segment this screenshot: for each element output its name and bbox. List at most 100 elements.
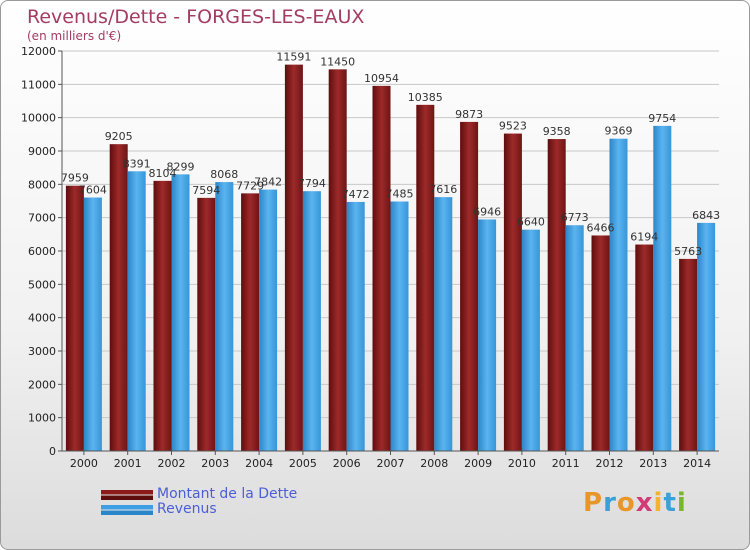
bar-dette <box>153 180 172 451</box>
bar-revenus <box>302 191 321 451</box>
chart-title: Revenus/Dette - FORGES-LES-EAUX <box>27 6 365 28</box>
data-label-dette: 6466 <box>587 221 615 234</box>
data-label-dette: 10385 <box>408 91 443 104</box>
x-tick-label: 2002 <box>158 457 186 470</box>
y-tick-label: 1000 <box>28 412 56 425</box>
data-label-revenus: 8391 <box>123 157 151 170</box>
x-tick-label: 2011 <box>552 457 580 470</box>
x-tick-label: 2003 <box>201 457 229 470</box>
legend: Montant de la Dette Revenus <box>101 487 297 517</box>
x-tick-label: 2001 <box>114 457 142 470</box>
data-label-dette: 8104 <box>149 167 177 180</box>
y-tick-label: 7000 <box>28 212 56 225</box>
logo-letter: t <box>663 488 677 518</box>
data-label-revenus: 7604 <box>79 184 107 197</box>
x-tick-label: 2010 <box>508 457 536 470</box>
data-label-revenus: 8299 <box>167 160 195 173</box>
logo-letter: i <box>653 488 664 518</box>
bar-revenus <box>653 125 672 451</box>
legend-item-revenus: Revenus <box>101 502 297 517</box>
bar-revenus <box>171 174 190 451</box>
data-label-dette: 9358 <box>543 125 571 138</box>
y-tick-label: 11000 <box>21 78 56 91</box>
bar-dette <box>503 133 522 452</box>
y-tick-label: 6000 <box>28 245 56 258</box>
bars-layer <box>65 64 716 452</box>
proxiti-logo: Proxiti <box>583 488 687 518</box>
logo-letter: o <box>616 488 636 518</box>
bar-dette <box>679 258 698 451</box>
bar-dette <box>65 185 84 451</box>
x-tick-label: 2013 <box>639 457 667 470</box>
bar-dette <box>372 85 391 451</box>
data-label-dette: 9873 <box>455 108 483 121</box>
bar-dette <box>416 104 435 451</box>
x-tick-label: 2005 <box>289 457 317 470</box>
x-tick-label: 2008 <box>420 457 448 470</box>
data-label-revenus: 7842 <box>254 176 282 189</box>
y-tick-label: 4000 <box>28 312 56 325</box>
data-label-revenus: 9369 <box>605 125 633 138</box>
y-tick-label: 9000 <box>28 145 56 158</box>
legend-swatch-revenus <box>101 504 153 515</box>
data-label-dette: 11450 <box>320 55 355 68</box>
data-label-revenus: 6773 <box>561 211 589 224</box>
x-tick-label: 2004 <box>245 457 273 470</box>
x-tick-label: 2012 <box>596 457 624 470</box>
data-label-dette: 9523 <box>499 120 527 133</box>
bar-revenus <box>215 182 234 452</box>
legend-label-revenus: Revenus <box>157 501 217 517</box>
logo-letter: x <box>635 488 654 518</box>
bar-dette <box>328 69 347 451</box>
bar-dette <box>109 144 128 451</box>
bar-dette <box>241 193 260 451</box>
y-tick-label: 12000 <box>21 45 56 58</box>
data-label-dette: 7959 <box>61 172 89 185</box>
data-label-dette: 7594 <box>192 184 220 197</box>
data-label-revenus: 6843 <box>692 209 720 222</box>
bar-revenus <box>565 225 584 451</box>
y-tick-label: 8000 <box>28 178 56 191</box>
y-tick-label: 10000 <box>21 112 56 125</box>
bar-dette <box>635 244 654 451</box>
data-label-dette: 5763 <box>674 245 702 258</box>
data-label-revenus: 9754 <box>648 112 676 125</box>
axis-layer: 0 1000 2000 3000 4000 5000 6000 7000 8000 9000 100… <box>21 45 719 470</box>
x-tick-label: 2000 <box>70 457 98 470</box>
y-tick-label: 3000 <box>28 345 56 358</box>
legend-label-dette: Montant de la Dette <box>157 486 298 502</box>
legend-swatch-dette <box>101 489 153 500</box>
y-tick-label: 5000 <box>28 278 56 291</box>
x-tick-label: 2006 <box>333 457 361 470</box>
bar-revenus <box>478 219 497 451</box>
data-label-revenus: 8068 <box>210 168 238 181</box>
bar-revenus <box>83 197 102 451</box>
bar-revenus <box>434 197 453 451</box>
bar-revenus <box>127 171 146 452</box>
bar-dette <box>197 197 216 451</box>
data-label-revenus: 7485 <box>386 188 414 201</box>
bar-dette <box>460 121 479 452</box>
bar-revenus <box>346 201 365 451</box>
logo-letter: i <box>676 488 687 518</box>
data-label-dette: 6194 <box>630 231 658 244</box>
data-label-dette: 10954 <box>364 72 399 85</box>
bar-revenus <box>521 229 540 451</box>
bar-dette <box>547 139 566 452</box>
data-label-revenus: 7794 <box>298 177 326 190</box>
data-label-dette: 7729 <box>236 179 264 192</box>
logo-letter: P <box>583 488 604 518</box>
data-label-revenus: 6640 <box>517 216 545 229</box>
data-label-dette: 11591 <box>276 51 311 64</box>
bar-dette <box>284 64 303 451</box>
data-label-dette: 9205 <box>105 130 133 143</box>
y-tick-label: 0 <box>49 445 56 458</box>
bar-revenus <box>697 222 716 451</box>
data-label-revenus: 6946 <box>473 205 501 218</box>
data-label-revenus: 7616 <box>429 183 457 196</box>
bar-revenus <box>259 189 278 451</box>
x-tick-label: 2009 <box>464 457 492 470</box>
